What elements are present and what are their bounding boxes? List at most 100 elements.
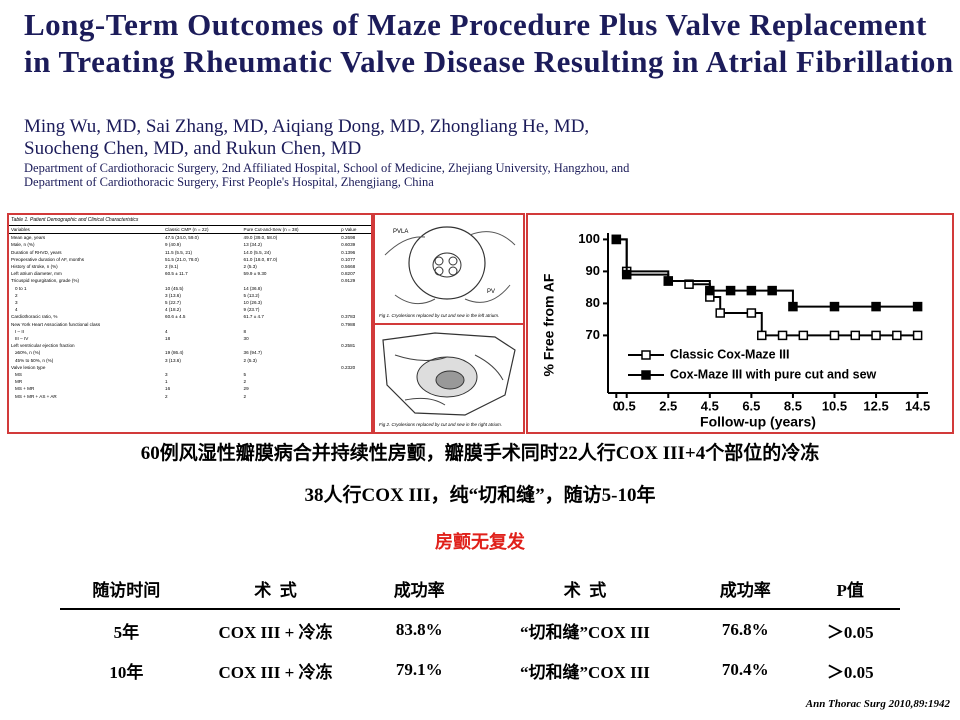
- legend-marker: [641, 350, 651, 360]
- table-cell: 5: [243, 372, 247, 378]
- table-cell: [242, 342, 340, 349]
- table-cell: 0.2581: [341, 343, 356, 349]
- step-segment: [616, 238, 628, 272]
- table-cell: [339, 349, 371, 356]
- table-cell: 4: [165, 328, 168, 334]
- table-cell: 0.3783: [341, 314, 356, 320]
- table-cell: 45% to 50%, n (%): [15, 357, 54, 363]
- data-point: [777, 330, 788, 341]
- figure-caption: Fig 2. Cryolesions replaced by cut and s…: [379, 422, 502, 427]
- table-cell: ≥50%, n (%): [15, 350, 41, 356]
- table-cell: 13 (34.2): [243, 242, 262, 248]
- author-line: Ming Wu, MD, Sai Zhang, MD, Aiqiang Dong…: [24, 116, 590, 137]
- data-point: [871, 330, 881, 341]
- table-cell: 0.8207: [341, 271, 356, 277]
- results-cell: ＞0.05: [826, 662, 874, 682]
- table-cell: [339, 306, 371, 313]
- y-tick-label: 70: [586, 327, 600, 342]
- table-cell: Male, n (%): [11, 242, 35, 248]
- table-row: 3 5 (22.7) 10 (26.3): [9, 299, 371, 306]
- table-cell: [339, 371, 371, 378]
- table-cell: [339, 393, 371, 400]
- table-row: III – IV 18 30: [9, 335, 371, 342]
- table-cell: 0.1396: [341, 249, 356, 255]
- table-cell: MS: [15, 372, 22, 378]
- table-row: 4 4 (18.2) 9 (23.7): [9, 306, 371, 313]
- table-cell: 59.9 ± 9.30: [243, 271, 267, 277]
- table-cell: Left ventricular ejection fraction: [11, 343, 75, 349]
- table-cell: History of stroke, n (%): [11, 264, 58, 270]
- table-row: MS + MR + AS + AR 2 2: [9, 393, 371, 400]
- table-cell: [339, 385, 371, 392]
- table-cell: 10 (26.3): [243, 300, 262, 306]
- table-row: ≥50%, n (%) 19 (86.4) 36 (94.7): [9, 349, 371, 356]
- table-cell: 2 (5.3): [243, 357, 257, 363]
- table-row: Duration of RHVD, years 11.5 (5.5, 21) 14.…: [9, 249, 371, 256]
- table-cell: 60.5 ± 11.7: [165, 271, 188, 277]
- figure-1-drawing: PVLA PV Fig 1. Cryolesions replaced by c…: [379, 226, 516, 318]
- results-cell: “切和缝”COX III: [520, 662, 650, 682]
- table-row: 0 to 1 10 (45.5) 14 (36.8): [9, 285, 371, 292]
- table-header-cell: Pure Cut-and-Sew (n = 38): [243, 227, 299, 232]
- data-point: [829, 301, 840, 312]
- table-cell: Valve lesion type: [11, 364, 46, 370]
- table-cell: 3 (13.6): [165, 292, 181, 298]
- table-cell: [242, 364, 340, 371]
- data-point: [757, 330, 767, 341]
- data-point: [611, 234, 622, 245]
- table-row: MR 1 2: [9, 378, 371, 385]
- table-cell: 0 to 1: [15, 285, 27, 291]
- data-point: [725, 285, 736, 296]
- summary-line: 60例风湿性瓣膜病合并持续性房颤，瓣膜手术同时22人行COX III+4个部位的…: [140, 443, 820, 464]
- table-row: 2 3 (13.6) 5 (13.2): [9, 292, 371, 299]
- table-cell: 30: [243, 336, 249, 342]
- legend-marker: [641, 370, 651, 380]
- table-row: Left ventricular ejection fraction 0.2581: [9, 342, 371, 349]
- department-line: Department of Cardiothoracic Surgery, 2n…: [24, 161, 630, 175]
- figure-2: Fig 2. Cryolesions replaced by cut and s…: [373, 323, 525, 434]
- table-cell: 9 (40.9): [165, 242, 181, 248]
- table-cell: 5 (13.2): [243, 292, 260, 298]
- results-cell: “切和缝”COX III: [520, 622, 650, 642]
- results-row: 10年 COX III + 冷冻 79.1% “切和缝”COX III 70.4% ＞0.…: [60, 650, 900, 690]
- legend-label: Classic Cox-Maze III: [670, 347, 790, 361]
- data-point: [788, 301, 798, 312]
- results-cell: 70.4%: [721, 660, 769, 679]
- table-cell: 8: [243, 328, 247, 334]
- author-line: Suocheng Chen, MD, and Rukun Chen, MD: [24, 138, 362, 159]
- chart: % Free from AF Follow-up (years) 70 80 90 1…: [541, 231, 931, 430]
- table-cell: 19 (86.4): [165, 350, 184, 356]
- results-cell: COX III + 冷冻: [218, 622, 333, 642]
- data-point: [715, 308, 725, 318]
- data-point: [871, 301, 881, 312]
- table-header-cell: Variables: [11, 227, 30, 232]
- y-axis-label: % Free from AF: [541, 273, 557, 376]
- paper-title: Long-Term Outcomes of Maze Procedure Plu…: [24, 7, 954, 79]
- x-tick-label: 12.5: [863, 398, 888, 413]
- table-cell: 61.7 ± 4.7: [243, 314, 264, 320]
- table-cell: 0.9129: [341, 278, 356, 284]
- highlight: 房颤无复发: [435, 532, 525, 552]
- table-row: 45% to 50%, n (%) 3 (13.6) 2 (5.3): [9, 357, 371, 364]
- y-tick-label: 100: [578, 231, 600, 246]
- chart-panel: % Free from AF Follow-up (years) 70 80 90 1…: [526, 213, 954, 434]
- results-cell: 10年: [109, 662, 144, 682]
- results-header-cell: 随访时间: [92, 580, 161, 600]
- table-cell: 4 (18.2): [165, 307, 181, 313]
- table-cell: Left atrium diameter, mm: [11, 271, 62, 277]
- table-cell: Duration of RHVD, years: [11, 249, 62, 255]
- table-cell: 14.0 (5.5, 24): [243, 249, 271, 255]
- table-cell: Mean age, years: [11, 235, 46, 241]
- table-caption: Table 1. Patient Demographic and Clinica…: [11, 217, 139, 223]
- data-point: [829, 330, 840, 341]
- table-cell: 16: [165, 386, 171, 392]
- data-point: [663, 276, 674, 286]
- table-cell: 47.5 (34.0, 59.0): [165, 235, 199, 241]
- results-header-cell: 成功率: [719, 580, 771, 600]
- y-tick-label: 80: [586, 295, 600, 310]
- table-cell: [242, 277, 340, 284]
- y-tick-label: 90: [586, 263, 600, 278]
- table-cell: 2 (9.1): [165, 264, 179, 270]
- table-cell: [339, 299, 371, 306]
- x-axis-label: Follow-up (years): [700, 414, 816, 430]
